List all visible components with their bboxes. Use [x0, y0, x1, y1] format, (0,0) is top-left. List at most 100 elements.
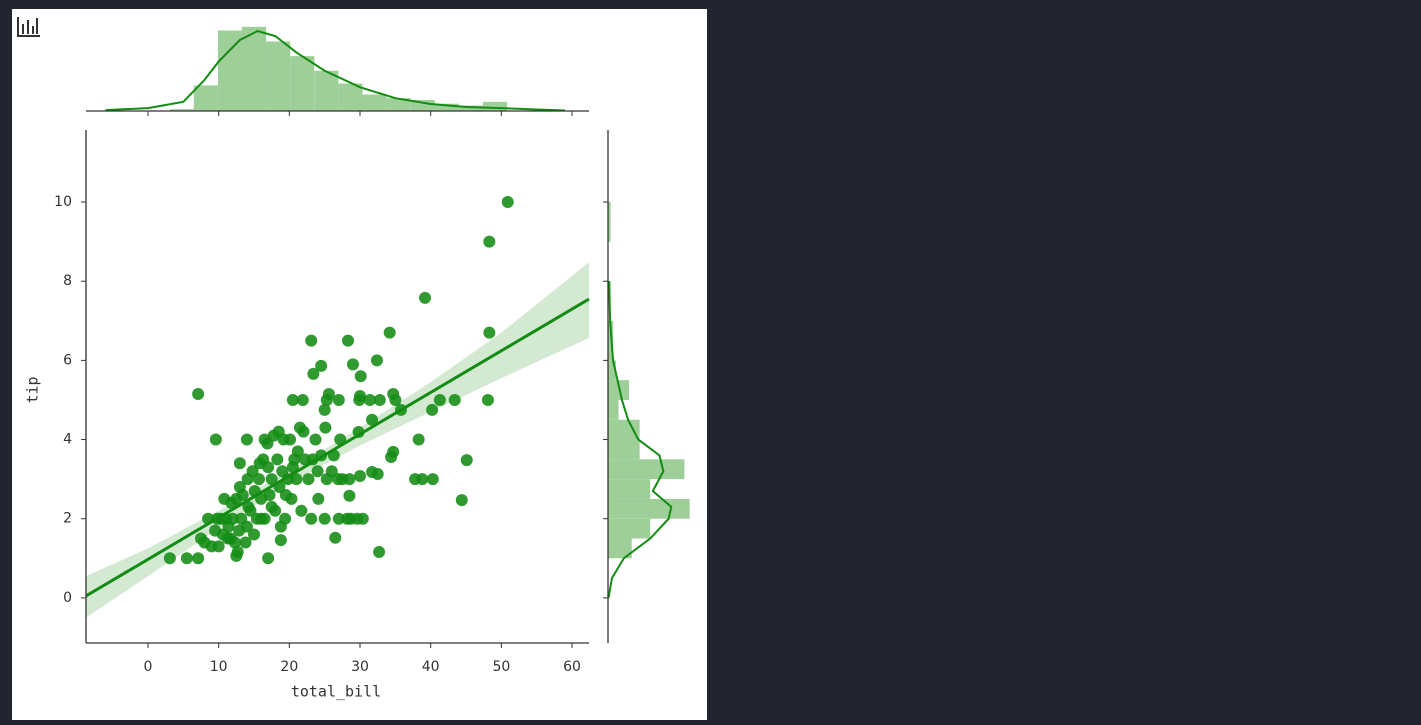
- scatter-point: [239, 536, 252, 549]
- x-tick-label: 40: [422, 659, 440, 675]
- histogram-bar: [193, 85, 218, 111]
- x-tick-label: 0: [144, 659, 153, 675]
- scatter-point: [412, 433, 425, 446]
- scatter-point: [389, 393, 402, 406]
- histogram-bar: [434, 103, 459, 111]
- scatter-point: [242, 500, 255, 513]
- scatter-point: [274, 534, 287, 547]
- scatter-point: [460, 454, 473, 467]
- scatter-point: [354, 370, 367, 383]
- histogram-bar: [217, 30, 242, 111]
- scatter-point: [262, 552, 275, 565]
- histogram-bar: [338, 83, 363, 111]
- scatter-point: [258, 433, 271, 446]
- scatter-point: [265, 473, 278, 486]
- scatter-point: [265, 500, 278, 513]
- histogram-bar: [608, 202, 611, 222]
- y-tick-label: 6: [63, 352, 72, 368]
- histogram-bar: [608, 498, 690, 519]
- scatter-point: [240, 433, 253, 446]
- histogram-bar: [386, 98, 411, 111]
- x-tick-label: 60: [563, 659, 581, 675]
- scatter-point: [290, 473, 303, 486]
- histogram-bar: [458, 105, 483, 111]
- histogram-bar: [410, 100, 435, 111]
- scatter-point: [226, 512, 239, 525]
- scatter-point: [252, 473, 265, 486]
- scatter-point: [385, 450, 398, 463]
- scatter-point: [209, 433, 222, 446]
- kde-curve: [607, 281, 673, 599]
- scatter-point: [356, 512, 369, 525]
- scatter-point: [225, 496, 238, 509]
- scatter-point: [305, 334, 318, 347]
- scatter-point: [426, 473, 439, 486]
- scatter-point: [198, 536, 211, 549]
- scatter-point: [277, 433, 290, 446]
- y-tick-label: 2: [63, 511, 72, 527]
- scatter-point: [433, 393, 446, 406]
- scatter-point: [274, 520, 287, 533]
- scatter-point: [233, 457, 246, 470]
- histogram-bar: [314, 70, 339, 111]
- histogram-bar: [608, 538, 632, 559]
- scatter-point: [297, 425, 310, 438]
- scatter-point: [305, 512, 318, 525]
- y-tick-label: 8: [63, 273, 72, 289]
- scatter-point: [370, 354, 383, 367]
- y-axis-label: tip: [24, 376, 42, 403]
- scatter-point: [302, 473, 315, 486]
- histogram-bar: [608, 399, 619, 420]
- scatter-point: [209, 524, 222, 537]
- scatter-point: [373, 545, 386, 558]
- x-tick-label: 10: [210, 659, 228, 675]
- y-tick-label: 10: [54, 194, 72, 210]
- scatter-point: [247, 528, 260, 541]
- scatter-point: [312, 492, 325, 505]
- histogram-bar: [362, 94, 387, 111]
- scatter-point: [263, 488, 276, 501]
- scatter-point: [279, 488, 292, 501]
- histogram-bar: [608, 518, 651, 539]
- scatter-point: [233, 481, 246, 494]
- scatter-point: [320, 393, 333, 406]
- scatter-point: [253, 457, 266, 470]
- histogram-bar: [608, 419, 640, 440]
- scatter-point: [329, 531, 342, 544]
- y-tick-label: 0: [63, 590, 72, 606]
- scatter-point: [318, 512, 331, 525]
- scatter-point: [180, 552, 193, 565]
- chart-icon: [17, 17, 40, 37]
- scatter-point: [315, 359, 328, 372]
- scatter-point: [373, 393, 386, 406]
- scatter-point: [343, 489, 356, 502]
- scatter-point: [426, 403, 439, 416]
- histogram-bar: [608, 380, 630, 400]
- histogram-bar: [290, 56, 315, 111]
- scatter-point: [354, 469, 367, 482]
- scatter-point: [319, 421, 332, 434]
- histogram-bar: [608, 221, 611, 242]
- scatter-point: [341, 334, 354, 347]
- scatter-point: [318, 403, 331, 416]
- scatter-point: [481, 393, 494, 406]
- scatter-point: [212, 540, 225, 553]
- x-axis-label: total_bill: [291, 683, 381, 701]
- scatter-point: [192, 388, 205, 401]
- x-tick-label: 20: [280, 659, 298, 675]
- histogram-bar: [608, 439, 640, 460]
- regression-line: [85, 297, 590, 598]
- histogram-bar: [608, 360, 616, 381]
- kde-curve: [105, 29, 566, 112]
- scatter-point: [311, 465, 324, 478]
- scatter-point: [163, 552, 176, 565]
- histogram-bar: [266, 41, 291, 111]
- x-tick-label: 30: [351, 659, 369, 675]
- scatter-point: [455, 494, 468, 507]
- scatter-point: [363, 393, 376, 406]
- scatter-point: [255, 512, 268, 525]
- scatter-point: [343, 473, 356, 486]
- scatter-point: [295, 504, 308, 517]
